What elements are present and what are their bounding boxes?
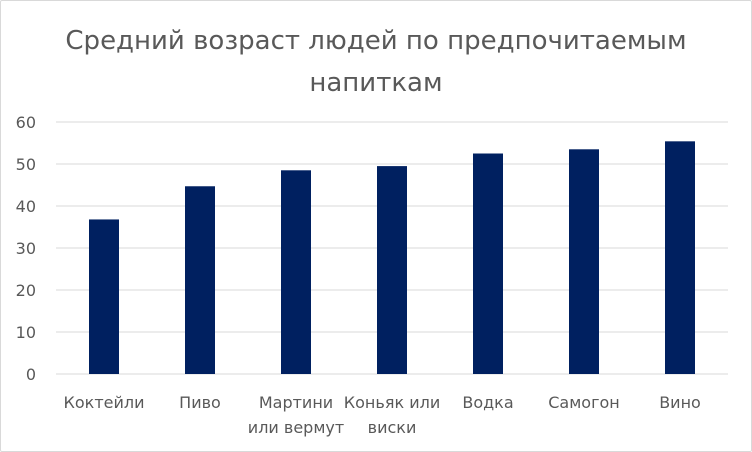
y-tick-label: 40	[16, 197, 36, 216]
x-tick-label-line: Мартини	[259, 393, 333, 412]
x-tick-label: Самогон	[548, 393, 620, 412]
x-tick-label: Коктейли	[64, 393, 145, 412]
x-tick-label-line: Водка	[462, 393, 513, 412]
x-tick-label-line: Пиво	[179, 393, 221, 412]
bar	[377, 166, 407, 374]
chart-title: Средний возраст людей по предпочитаемым …	[0, 20, 752, 104]
y-tick-label: 0	[26, 365, 36, 384]
chart-title-line-2: напиткам	[309, 68, 443, 98]
x-tick-label-line: Коктейли	[64, 393, 145, 412]
x-tick-label: Коньяк или виски	[344, 393, 440, 437]
x-tick-label: Пиво	[179, 393, 221, 412]
y-tick-label: 10	[16, 323, 36, 342]
bar	[281, 170, 311, 374]
chart-title-line-1: Средний возраст людей по предпочитаемым	[65, 26, 687, 56]
x-tick-label: Мартини или вермут	[248, 393, 344, 437]
x-tick-label-line: виски	[368, 418, 417, 437]
x-tick-label-line: или вермут	[248, 418, 344, 437]
y-axis-ticks: 0 10 20 30 40 50 60	[16, 113, 36, 384]
x-tick-label-line: Вино	[659, 393, 701, 412]
bars	[89, 141, 695, 374]
bar	[665, 141, 695, 374]
y-tick-label: 20	[16, 281, 36, 300]
y-tick-label: 60	[16, 113, 36, 132]
y-tick-label: 30	[16, 239, 36, 258]
x-tick-label-line: Самогон	[548, 393, 620, 412]
x-tick-label: Водка	[462, 393, 513, 412]
bar	[185, 186, 215, 374]
bar	[569, 149, 599, 374]
bar	[89, 219, 119, 374]
y-tick-label: 50	[16, 155, 36, 174]
x-tick-label: Вино	[659, 393, 701, 412]
bar	[473, 153, 503, 374]
x-tick-label-line: Коньяк или	[344, 393, 440, 412]
